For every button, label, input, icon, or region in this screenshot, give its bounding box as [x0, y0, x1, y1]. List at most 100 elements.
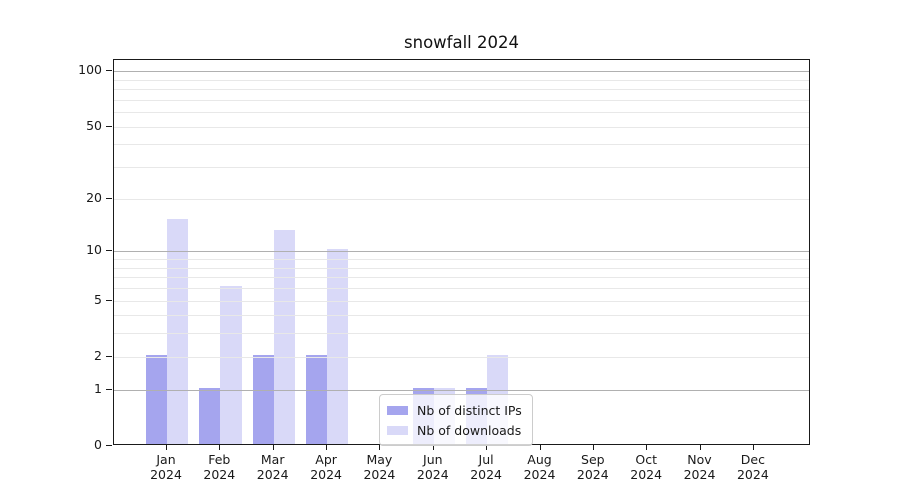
minor-gridline — [114, 356, 809, 358]
minor-gridline — [114, 198, 809, 200]
x-tick-month: Dec — [740, 452, 765, 467]
minor-gridline — [114, 112, 809, 114]
bar-downloads — [220, 286, 242, 444]
bar-distinct-ips — [145, 354, 167, 444]
x-tick-mark — [486, 445, 488, 450]
legend-entry: Nb of distinct IPs — [387, 400, 522, 420]
y-tick-label: 20 — [86, 189, 102, 205]
major-gridline — [114, 71, 809, 73]
legend-entry: Nb of downloads — [387, 420, 522, 440]
x-tick-year: 2024 — [576, 467, 609, 482]
minor-gridline — [114, 333, 809, 335]
x-tick-year: 2024 — [416, 467, 449, 482]
x-tick-year: 2024 — [256, 467, 289, 482]
x-tick-label: Jul 2024 — [454, 452, 518, 482]
x-tick-month: Aug — [527, 452, 552, 467]
bar-distinct-ips — [199, 387, 221, 444]
x-tick-year: 2024 — [736, 467, 769, 482]
minor-gridline — [114, 300, 809, 302]
legend-swatch — [387, 405, 408, 415]
y-tick-label: 5 — [94, 291, 102, 307]
x-tick-month: Apr — [315, 452, 337, 467]
minor-gridline — [114, 315, 809, 317]
legend-swatch — [387, 425, 408, 435]
minor-gridline — [114, 79, 809, 81]
x-tick-mark — [326, 445, 328, 450]
x-tick-mark — [272, 445, 274, 450]
y-tick-mark — [106, 299, 112, 301]
plot-area: Nb of distinct IPs Nb of downloads — [113, 59, 810, 446]
x-tick-month: Jun — [423, 452, 443, 467]
x-tick-year: 2024 — [683, 467, 716, 482]
x-tick-label: Aug 2024 — [508, 452, 572, 482]
minor-gridline — [114, 89, 809, 91]
y-tick-mark — [106, 125, 112, 127]
x-tick-mark — [166, 445, 167, 450]
minor-gridline — [114, 288, 809, 289]
bar-distinct-ips — [305, 354, 328, 444]
x-tick-year: 2024 — [470, 467, 502, 482]
bar-distinct-ips — [252, 354, 274, 444]
y-tick-mark — [106, 388, 112, 390]
y-tick-mark — [106, 355, 112, 357]
x-tick-label: Sep 2024 — [561, 452, 625, 482]
x-tick-month: Mar — [260, 452, 285, 467]
x-tick-mark — [646, 445, 648, 450]
x-tick-label: Jan 2024 — [134, 452, 198, 482]
x-tick-label: May 2024 — [347, 452, 411, 482]
minor-gridline — [114, 277, 809, 279]
y-tick-label: 50 — [86, 117, 102, 133]
y-tick-label: 100 — [78, 62, 102, 78]
minor-gridline — [114, 126, 809, 128]
x-tick-label: Nov 2024 — [668, 452, 732, 482]
x-tick-year: 2024 — [363, 467, 396, 482]
minor-gridline — [114, 167, 809, 169]
chart-title: snowfall 2024 — [404, 33, 519, 52]
bar-downloads — [167, 218, 189, 444]
y-tick-mark — [106, 250, 112, 252]
legend-label: Nb of downloads — [417, 422, 522, 438]
x-tick-mark — [379, 445, 381, 450]
minor-gridline — [114, 259, 809, 260]
x-tick-label: Mar 2024 — [241, 452, 305, 482]
x-tick-mark — [539, 445, 541, 450]
y-tick-label: 10 — [86, 242, 102, 258]
y-tick-label: 1 — [94, 380, 102, 396]
bar-downloads — [327, 249, 349, 444]
x-tick-year: 2024 — [150, 467, 182, 482]
x-tick-label: Oct 2024 — [614, 452, 678, 482]
x-tick-mark — [432, 445, 434, 450]
x-tick-year: 2024 — [310, 467, 342, 482]
x-tick-mark — [219, 445, 221, 450]
major-gridline — [114, 251, 809, 253]
y-tick-label: 0 — [94, 437, 102, 452]
y-tick-mark — [106, 70, 112, 72]
minor-gridline — [114, 144, 809, 146]
x-tick-year: 2024 — [523, 467, 556, 482]
x-tick-month: Jan — [156, 452, 176, 467]
minor-gridline — [114, 99, 809, 101]
x-tick-year: 2024 — [203, 467, 236, 482]
y-tick-label: 2 — [94, 347, 102, 363]
major-gridline — [114, 389, 809, 391]
legend: Nb of distinct IPs Nb of downloads — [379, 394, 533, 446]
x-tick-label: Apr 2024 — [294, 452, 358, 482]
bar-downloads — [273, 229, 295, 444]
y-tick-mark — [106, 445, 112, 446]
x-tick-label: Jun 2024 — [401, 452, 465, 482]
x-tick-label: Dec 2024 — [721, 452, 785, 482]
x-tick-mark — [699, 445, 701, 450]
x-tick-month: Sep — [581, 452, 605, 467]
x-tick-label: Feb 2024 — [187, 452, 251, 482]
x-tick-month: May — [366, 452, 393, 467]
x-tick-year: 2024 — [630, 467, 663, 482]
minor-gridline — [114, 267, 809, 269]
x-tick-month: Nov — [687, 452, 712, 467]
y-tick-mark — [106, 197, 112, 199]
x-tick-mark — [752, 445, 754, 450]
x-tick-month: Jul — [478, 452, 494, 467]
legend-label: Nb of distinct IPs — [417, 402, 522, 418]
x-tick-month: Feb — [208, 452, 231, 467]
x-tick-month: Oct — [635, 452, 657, 467]
